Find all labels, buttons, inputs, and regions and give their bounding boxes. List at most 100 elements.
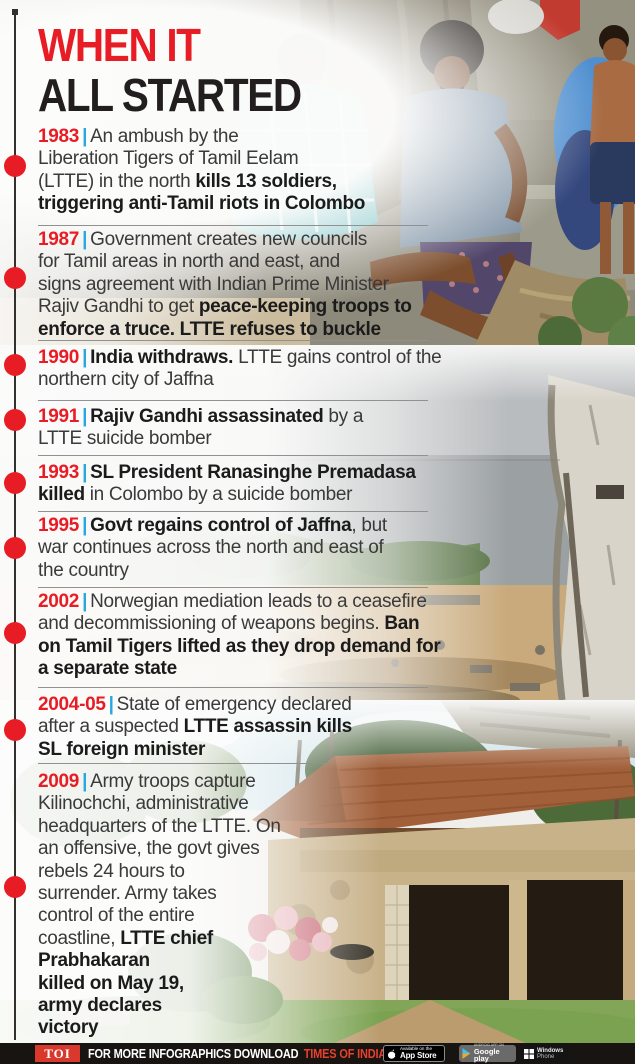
year-pipe-divider: |: [82, 771, 88, 792]
entry-text: (LTTE) in the north: [38, 170, 196, 192]
entry-text-bold: SL foreign minister: [38, 738, 206, 760]
entry-line: 2002 | Norwegian mediation leads to a ceas…: [38, 591, 441, 613]
entry-text: control of the entire: [38, 905, 195, 927]
timeline-entry-1993: 1993 | SL President Ranasinghe Premadasa ki…: [38, 462, 416, 507]
entry-line: killed on May 19,: [38, 973, 281, 995]
windows-phone-badge[interactable]: Windows Phone: [521, 1045, 569, 1062]
entry-line: 2004-05 | State of emergency declared: [38, 694, 352, 716]
entry-line: for Tamil areas in north and east, and: [38, 251, 412, 273]
year-pipe-divider: |: [82, 229, 88, 250]
entry-line: 2009 | Army troops capture: [38, 771, 281, 793]
timeline-dot: [4, 876, 26, 898]
entry-text: Norwegian mediation leads to a ceasefire: [90, 591, 427, 612]
entry-line: 1991 | Rajiv Gandhi assassinated by a: [38, 406, 363, 428]
year-pipe-divider: |: [82, 515, 88, 536]
entry-text-bold: killed on May 19,: [38, 972, 184, 994]
google-play-badge[interactable]: ANDROID APP ON Google play: [459, 1043, 516, 1064]
timeline-dot: [4, 409, 26, 431]
entry-line: LTTE suicide bomber: [38, 428, 363, 450]
entry-line: the country: [38, 560, 387, 582]
entry-text-bold: victory: [38, 1017, 99, 1039]
entry-year: 2002: [38, 591, 80, 612]
entry-line: on Tamil Tigers lifted as they drop dema…: [38, 636, 441, 658]
entry-text: State of emergency declared: [116, 694, 352, 715]
entry-line: rebels 24 hours to: [38, 861, 281, 883]
entry-text: for Tamil areas in north and east, and: [38, 251, 340, 273]
entry-text: Rajiv Gandhi to get: [38, 296, 199, 318]
year-pipe-divider: |: [82, 406, 88, 427]
entry-text: Government creates new councils: [90, 229, 367, 250]
entry-text-bold: army declares: [38, 995, 162, 1017]
timeline-dot: [4, 537, 26, 559]
app-store-badge[interactable]: Available on the App Store: [383, 1045, 445, 1062]
entry-text: surrender. Army takes: [38, 883, 217, 905]
entry-text: rebels 24 hours to: [38, 860, 185, 882]
entry-text-bold: Govt regains control of Jaffna: [90, 515, 352, 536]
entry-line: 1995 | Govt regains control of Jaffna, but: [38, 515, 387, 537]
entry-text-bold: SL President Ranasinghe Premadasa: [90, 462, 416, 483]
entry-line: victory: [38, 1017, 281, 1039]
entry-separator-line: [38, 511, 428, 512]
entry-line: signs agreement with Indian Prime Minist…: [38, 274, 412, 296]
google-play-badge-line1: ANDROID APP ON: [473, 1043, 504, 1048]
entry-text-bold: LTTE assassin kills: [183, 716, 353, 738]
entry-text-bold: Ban: [384, 613, 420, 635]
entry-line: 1987 | Government creates new councils: [38, 229, 412, 251]
timeline-dot: [4, 267, 26, 289]
entry-year: 1993: [38, 462, 80, 483]
timeline-dot: [4, 354, 26, 376]
timeline-entry-1987: 1987 | Government creates new councils for …: [38, 229, 412, 341]
entry-year: 2009: [38, 771, 80, 792]
timeline-dot: [4, 719, 26, 741]
entry-year: 2004-05: [38, 694, 106, 715]
entry-separator-line: [38, 400, 428, 401]
entry-line: northern city of Jaffna: [38, 369, 441, 391]
entry-text-bold: Rajiv Gandhi assassinated: [90, 406, 324, 427]
entry-text: after a suspected: [38, 716, 184, 738]
entry-line: 1990 | India withdraws. LTTE gains control…: [38, 347, 442, 369]
entry-year: 1990: [38, 347, 80, 368]
entry-text: in Colombo by a suicide bomber: [84, 484, 353, 506]
timeline-entry-2002: 2002 | Norwegian mediation leads to a ceas…: [38, 591, 441, 681]
entry-text: Army troops capture: [90, 771, 256, 792]
entry-text-bold: on Tamil Tigers lifted as they drop dema…: [38, 635, 441, 657]
year-pipe-divider: |: [82, 347, 88, 368]
entry-line: Kilinochchi, administrative: [38, 793, 281, 815]
entry-text: Kilinochchi, administrative: [38, 793, 249, 815]
footer-text-white: FOR MORE INFOGRAPHICS DOWNLOAD: [88, 1046, 299, 1061]
entry-line: control of the entire: [38, 905, 281, 927]
entry-text-bold: a separate state: [38, 658, 177, 680]
entry-year: 1987: [38, 229, 80, 250]
apple-icon: [388, 1048, 397, 1059]
timeline-dot: [4, 622, 26, 644]
entry-line: and decommissioning of weapons begins. B…: [38, 613, 441, 635]
page-title-line2: ALL STARTED: [38, 69, 302, 121]
entry-line: army declares: [38, 995, 281, 1017]
entry-line: a separate state: [38, 658, 441, 680]
entry-text: signs agreement with Indian Prime Minist…: [38, 273, 389, 295]
windows-phone-badge-line1: Windows: [537, 1047, 564, 1054]
timeline-entry-2004-05: 2004-05 | State of emergency declared after…: [38, 694, 352, 761]
entry-text: the country: [38, 559, 129, 581]
entry-text-bold: India withdraws.: [90, 347, 234, 368]
entry-line: 1993 | SL President Ranasinghe Premadasa: [38, 462, 416, 484]
entry-line: Liberation Tigers of Tamil Eelam: [38, 148, 365, 170]
app-store-badge-line1: Available on the: [400, 1046, 432, 1052]
google-play-badge-line2: Google play: [473, 1046, 500, 1064]
entry-text: war continues across the north and east …: [38, 537, 384, 559]
entry-year: 1995: [38, 515, 80, 536]
entry-line: headquarters of the LTTE. On: [38, 816, 281, 838]
entry-line: coastline, LTTE chief: [38, 928, 281, 950]
entry-text-bold: peace-keeping troops to: [198, 296, 412, 318]
timeline-dot: [4, 472, 26, 494]
timeline-entry-1991: 1991 | Rajiv Gandhi assassinated by a LTTE …: [38, 406, 363, 451]
entry-line: war continues across the north and east …: [38, 537, 387, 559]
entry-line: Prabhakaran: [38, 950, 281, 972]
entry-text-bold: killed: [38, 484, 85, 506]
entry-text: coastline,: [38, 927, 121, 949]
entry-text: by a: [323, 406, 364, 427]
entry-text-bold: kills 13 soldiers,: [195, 170, 337, 192]
entry-text-bold: triggering anti-Tamil riots in Colombo: [38, 193, 366, 215]
page-title: WHEN IT ALL STARTED: [38, 20, 302, 121]
timeline-entry-2009: 2009 | Army troops capture Kilinochchi, adm…: [38, 771, 281, 1040]
